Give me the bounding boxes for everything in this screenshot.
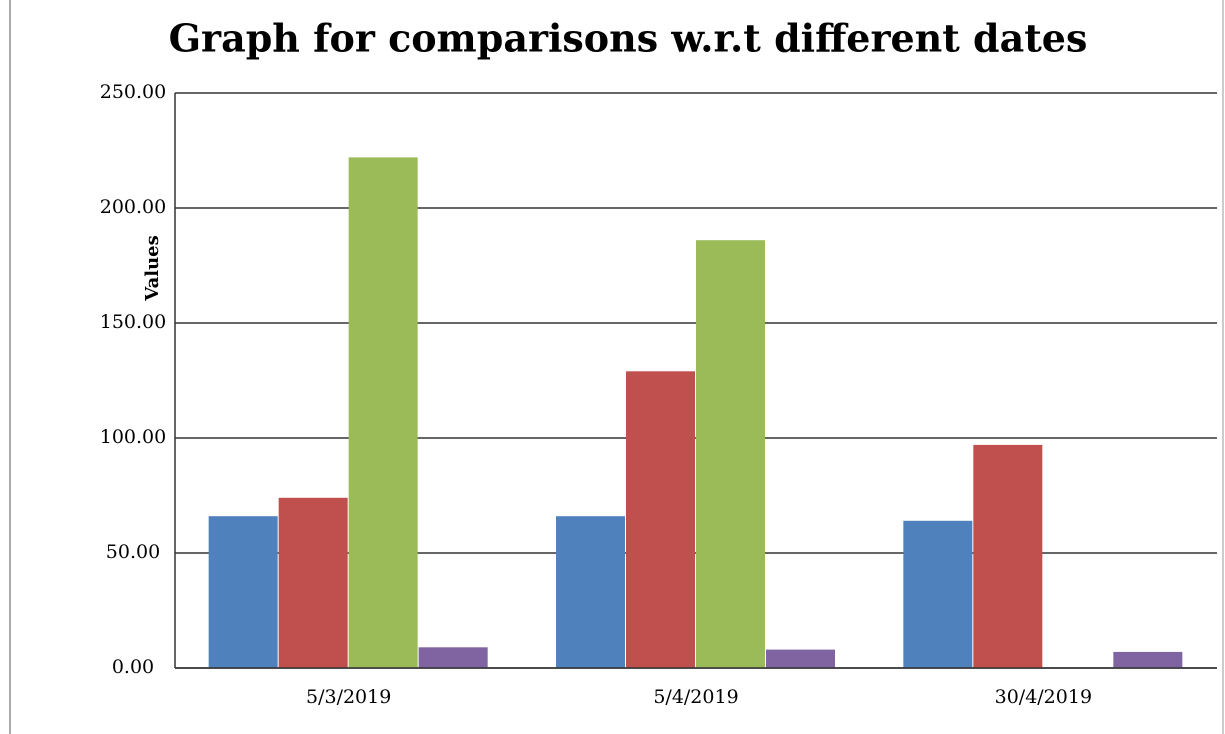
- bar: [973, 444, 1043, 668]
- x-tick-label: 30/4/2019: [995, 686, 1092, 708]
- y-axis-label: Values: [142, 235, 163, 302]
- y-tick-label: 100.00: [100, 426, 166, 448]
- chart-title: Graph for comparisons w.r.t different da…: [169, 16, 1088, 61]
- y-tick-label: 150.00: [100, 311, 166, 333]
- bar: [208, 516, 278, 668]
- y-tick-label: 50.00: [106, 541, 160, 563]
- bar: [556, 516, 625, 668]
- x-tick-label: 5/3/2019: [306, 686, 391, 708]
- y-tick-label: 250.00: [100, 81, 166, 103]
- bar: [766, 649, 835, 668]
- bar: [903, 520, 973, 668]
- bar: [696, 240, 765, 668]
- bar: [1113, 651, 1183, 668]
- y-tick-label: 0.00: [112, 656, 154, 678]
- x-tick-label: 5/4/2019: [653, 686, 738, 708]
- bar: [278, 497, 348, 668]
- y-tick-label: 200.00: [100, 196, 166, 218]
- bar: [348, 157, 418, 668]
- bar: [626, 371, 695, 668]
- bar: [418, 647, 488, 668]
